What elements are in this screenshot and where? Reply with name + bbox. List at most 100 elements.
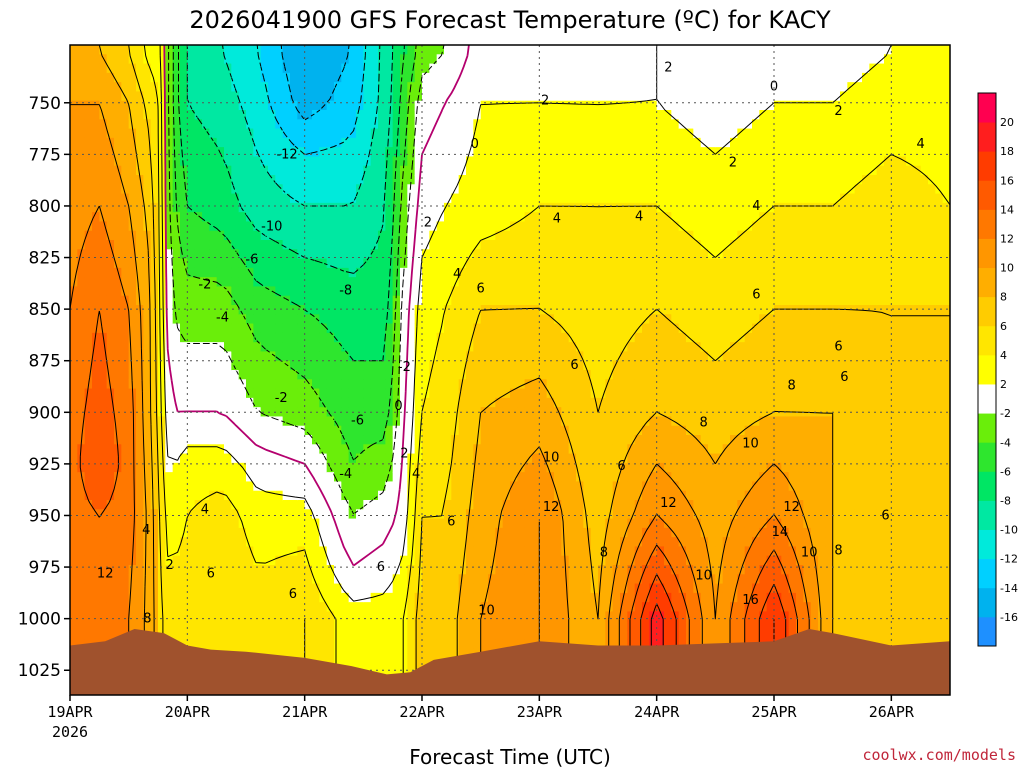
temperature-cell: [253, 221, 262, 232]
temperature-cell: [451, 611, 460, 622]
temperature-cell: [312, 175, 320, 185]
temperature-cell: [312, 230, 320, 241]
temperature-cell: [275, 360, 284, 371]
temperature-cell: [216, 583, 225, 594]
temperature-cell: [304, 490, 313, 501]
temperature-cell: [363, 574, 372, 585]
temperature-cell: [392, 388, 401, 399]
temperature-cell: [341, 193, 350, 204]
temperature-cell: [576, 379, 584, 390]
temperature-cell: [209, 620, 218, 631]
temperature-cell: [568, 323, 577, 334]
temperature-cell: [275, 407, 284, 418]
temperature-cell: [407, 45, 416, 55]
temperature-cell: [517, 527, 526, 538]
temperature-cell: [458, 82, 467, 93]
temperature-cell: [136, 611, 144, 622]
temperature-cell: [524, 295, 533, 306]
temperature-cell: [128, 537, 137, 548]
temperature-cell: [422, 63, 430, 74]
temperature-cell: [473, 360, 482, 371]
temperature-cell: [532, 156, 540, 167]
temperature-cell: [150, 193, 159, 204]
temperature-cell: [334, 509, 342, 520]
temperature-cell: [268, 537, 276, 548]
temperature-cell: [517, 156, 526, 167]
temperature-cell: [539, 286, 548, 297]
temperature-cell: [216, 565, 225, 575]
temperature-cell: [238, 230, 247, 241]
temperature-cell: [114, 202, 122, 213]
temperature-cell: [385, 388, 394, 399]
temperature-cell: [77, 323, 86, 334]
temperature-cell: [297, 462, 306, 473]
temperature-cell: [231, 72, 240, 83]
temperature-cell: [312, 165, 320, 176]
temperature-cell: [194, 620, 203, 631]
temperature-cell: [143, 267, 152, 278]
temperature-cell: [539, 156, 548, 167]
temperature-cell: [546, 202, 555, 213]
temperature-cell: [400, 63, 408, 74]
temperature-cell: [150, 184, 159, 195]
temperature-cell: [385, 305, 394, 315]
temperature-cell: [334, 314, 342, 325]
temperature-cell: [275, 537, 284, 548]
temperature-cell: [268, 165, 276, 176]
temperature-cell: [348, 574, 357, 585]
temperature-cell: [136, 277, 144, 288]
temperature-cell: [121, 314, 130, 325]
temperature-cell: [436, 509, 445, 520]
temperature-cell: [539, 537, 548, 548]
temperature-cell: [378, 565, 386, 575]
temperature-cell: [92, 574, 100, 585]
temperature-cell: [150, 156, 159, 167]
temperature-cell: [532, 314, 540, 325]
temperature-cell: [158, 286, 166, 297]
temperature-cell: [356, 397, 364, 408]
temperature-cell: [187, 72, 196, 83]
temperature-cell: [429, 648, 438, 659]
temperature-cell: [326, 416, 335, 427]
temperature-cell: [297, 249, 306, 260]
temperature-cell: [326, 360, 335, 371]
temperature-cell: [194, 546, 203, 557]
temperature-cell: [275, 137, 284, 148]
temperature-cell: [77, 249, 86, 260]
temperature-cell: [466, 156, 474, 167]
temperature-cell: [128, 305, 137, 315]
temperature-cell: [187, 472, 196, 483]
temperature-cell: [224, 305, 232, 315]
temperature-cell: [356, 202, 364, 213]
temperature-cell: [202, 221, 210, 232]
temperature-cell: [209, 639, 218, 650]
temperature-cell: [114, 110, 122, 120]
temperature-cell: [143, 54, 152, 65]
temperature-cell: [422, 240, 430, 250]
temperature-cell: [253, 462, 262, 473]
temperature-cell: [495, 602, 504, 613]
temperature-cell: [400, 202, 408, 213]
temperature-cell: [495, 230, 504, 241]
temperature-cell: [451, 500, 460, 510]
temperature-cell: [180, 128, 188, 139]
temperature-cell: [216, 537, 225, 548]
temperature-cell: [473, 565, 482, 575]
temperature-cell: [561, 110, 570, 120]
temperature-cell: [414, 630, 423, 640]
temperature-cell: [451, 128, 460, 139]
temperature-cell: [319, 128, 328, 139]
temperature-cell: [348, 444, 357, 455]
temperature-cell: [158, 537, 166, 548]
temperature-cell: [480, 630, 489, 640]
temperature-cell: [436, 165, 445, 176]
temperature-cell: [510, 500, 518, 510]
temperature-cell: [407, 332, 416, 343]
temperature-cell: [488, 72, 496, 83]
temperature-cell: [150, 388, 159, 399]
temperature-cell: [282, 212, 291, 223]
temperature-cell: [414, 156, 423, 167]
temperature-cell: [356, 657, 364, 668]
temperature-cell: [77, 388, 86, 399]
temperature-cell: [77, 416, 86, 427]
